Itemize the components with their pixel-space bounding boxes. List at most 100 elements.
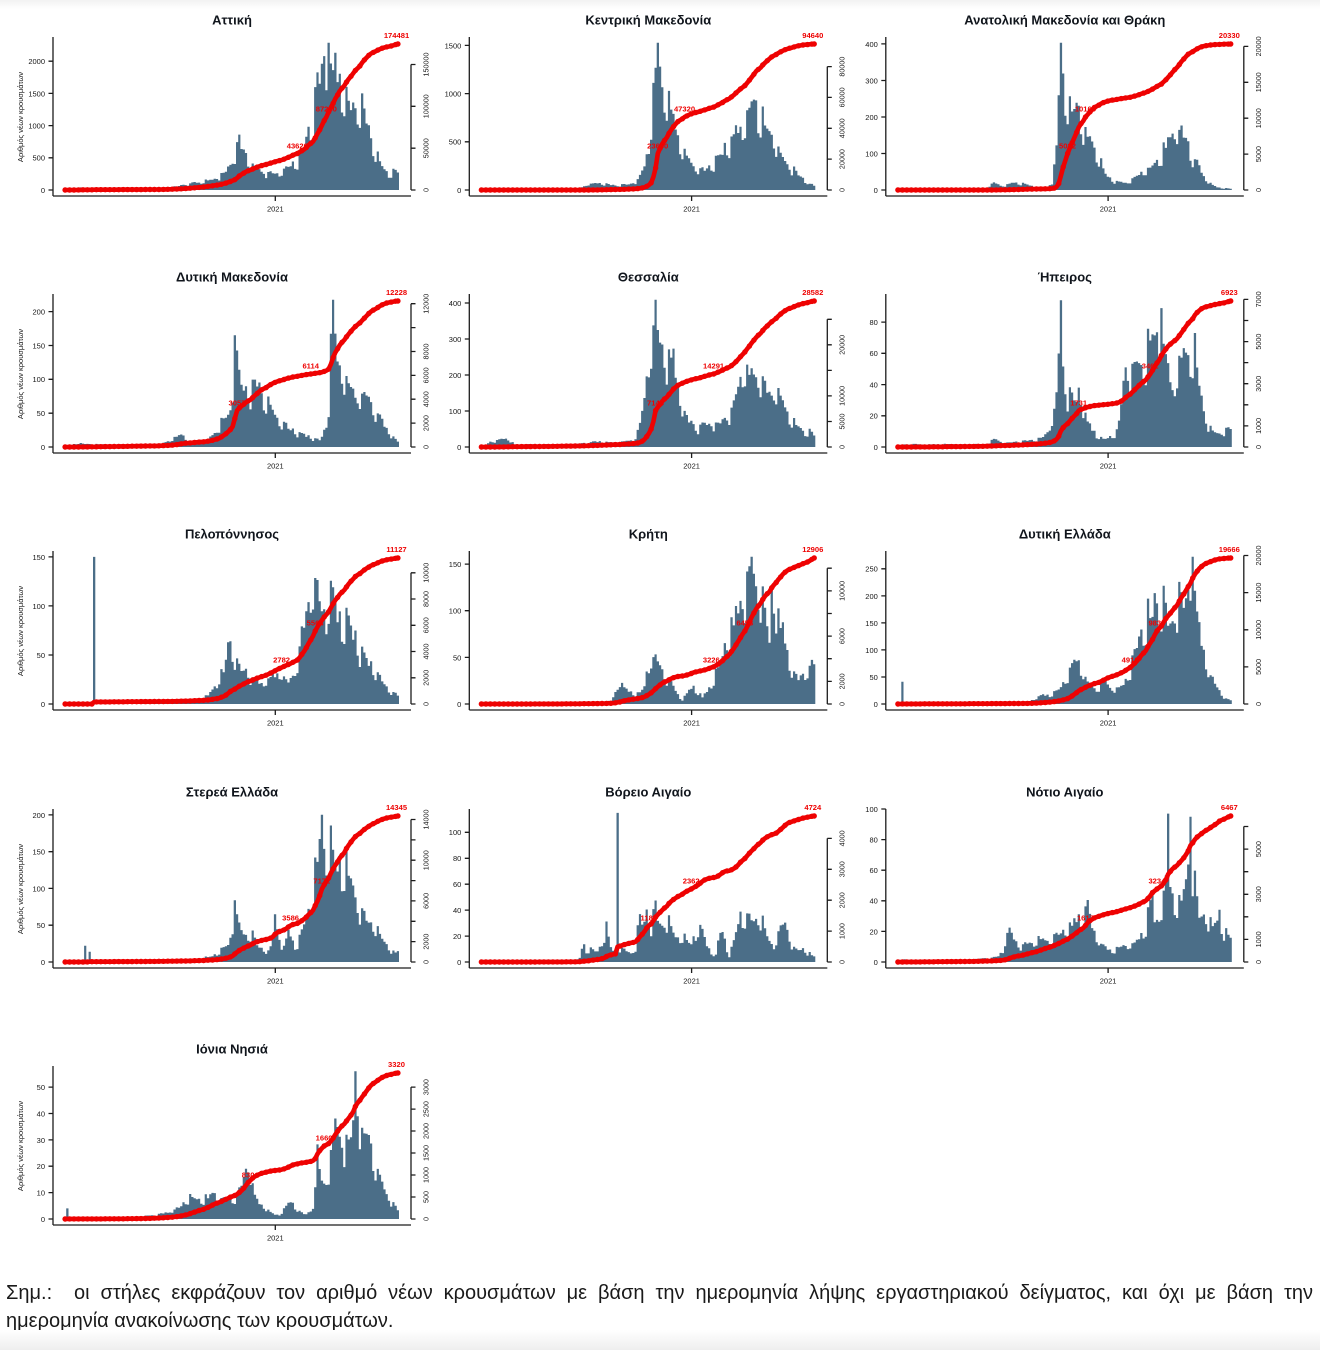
- svg-text:Αριθμός νέων κρουσμάτων: Αριθμός νέων κρουσμάτων: [16, 1100, 25, 1190]
- svg-text:Κεντρική Μακεδονία: Κεντρική Μακεδονία: [585, 13, 711, 28]
- svg-text:3226: 3226: [703, 656, 720, 665]
- svg-text:3586: 3586: [282, 913, 299, 922]
- svg-text:100: 100: [449, 407, 462, 416]
- svg-text:2021: 2021: [267, 719, 284, 728]
- svg-text:300: 300: [449, 335, 462, 344]
- svg-text:60: 60: [453, 880, 461, 889]
- svg-text:4724: 4724: [804, 803, 822, 812]
- svg-text:10000: 10000: [838, 386, 847, 406]
- svg-text:12906: 12906: [802, 545, 823, 554]
- svg-text:0: 0: [41, 957, 45, 966]
- svg-text:80000: 80000: [838, 57, 847, 77]
- svg-text:15000: 15000: [1254, 72, 1263, 92]
- svg-text:50000: 50000: [421, 138, 430, 158]
- svg-text:2021: 2021: [1100, 205, 1117, 214]
- svg-text:2021: 2021: [683, 976, 700, 985]
- svg-text:0: 0: [457, 700, 461, 709]
- svg-text:0: 0: [874, 186, 878, 195]
- svg-text:2000: 2000: [421, 1123, 430, 1139]
- svg-text:43620: 43620: [287, 142, 308, 151]
- svg-text:4000: 4000: [838, 830, 847, 846]
- svg-text:Ήπειρος: Ήπειρος: [1038, 270, 1092, 285]
- svg-text:0: 0: [874, 443, 878, 452]
- svg-text:50: 50: [37, 409, 45, 418]
- svg-text:80: 80: [869, 835, 877, 844]
- svg-text:6000: 6000: [421, 368, 430, 384]
- svg-text:5000: 5000: [838, 414, 847, 430]
- svg-text:3000: 3000: [1254, 376, 1263, 392]
- svg-text:Δυτική Ελλάδα: Δυτική Ελλάδα: [1019, 527, 1111, 542]
- svg-text:9833: 9833: [1148, 619, 1165, 628]
- svg-text:3000: 3000: [421, 1079, 430, 1095]
- svg-text:2021: 2021: [683, 205, 700, 214]
- svg-text:7172: 7172: [313, 876, 330, 885]
- svg-text:40000: 40000: [838, 118, 847, 138]
- svg-text:80: 80: [453, 854, 461, 863]
- svg-text:2000: 2000: [838, 892, 847, 908]
- svg-text:80: 80: [869, 318, 877, 327]
- svg-text:40: 40: [453, 906, 461, 915]
- svg-text:3234: 3234: [1148, 876, 1166, 885]
- svg-text:0: 0: [838, 960, 847, 964]
- svg-text:10165: 10165: [1075, 105, 1097, 114]
- svg-text:3057: 3057: [229, 399, 246, 408]
- svg-text:6467: 6467: [1221, 803, 1238, 812]
- svg-text:Αριθμός νέων κρουσμάτων: Αριθμός νέων κρουσμάτων: [16, 843, 25, 933]
- svg-text:87240: 87240: [316, 105, 337, 114]
- svg-text:1000: 1000: [28, 122, 45, 131]
- svg-text:14291: 14291: [703, 362, 725, 371]
- svg-text:Ανατολική Μακεδονία και Θράκη: Ανατολική Μακεδονία και Θράκη: [964, 13, 1165, 28]
- svg-text:150: 150: [865, 619, 878, 628]
- svg-text:0: 0: [41, 1215, 45, 1224]
- svg-text:1000: 1000: [1254, 931, 1263, 947]
- svg-text:20000: 20000: [1254, 36, 1263, 56]
- svg-text:100: 100: [32, 884, 45, 893]
- svg-text:14000: 14000: [421, 809, 430, 829]
- svg-text:2021: 2021: [267, 1233, 284, 1242]
- svg-text:20330: 20330: [1219, 31, 1240, 40]
- svg-text:2021: 2021: [683, 462, 700, 471]
- svg-text:60: 60: [869, 866, 877, 875]
- svg-text:6453: 6453: [736, 619, 753, 628]
- svg-text:0: 0: [838, 445, 847, 449]
- svg-text:100: 100: [32, 602, 45, 611]
- svg-text:2000: 2000: [421, 670, 430, 686]
- svg-text:Αριθμός νέων κρουσμάτων: Αριθμός νέων κρουσμάτων: [16, 329, 25, 419]
- svg-text:0: 0: [838, 188, 847, 192]
- svg-text:1617: 1617: [1077, 913, 1094, 922]
- svg-text:10000: 10000: [1254, 620, 1263, 640]
- svg-text:5000: 5000: [1254, 334, 1263, 350]
- svg-text:4000: 4000: [421, 644, 430, 660]
- svg-text:150: 150: [32, 847, 45, 856]
- svg-text:3462: 3462: [1142, 362, 1159, 371]
- svg-text:50: 50: [37, 651, 45, 660]
- svg-text:200: 200: [32, 308, 45, 317]
- svg-text:28582: 28582: [802, 288, 823, 297]
- svg-text:40: 40: [869, 381, 877, 390]
- svg-text:10000: 10000: [1254, 108, 1263, 128]
- svg-text:20000: 20000: [1254, 546, 1263, 566]
- svg-text:11127: 11127: [386, 545, 406, 554]
- svg-text:10000: 10000: [838, 581, 847, 601]
- svg-text:1000: 1000: [421, 1167, 430, 1183]
- svg-text:Νότιο Αιγαίο: Νότιο Αιγαίο: [1026, 784, 1103, 799]
- svg-text:0: 0: [41, 700, 45, 709]
- svg-text:4000: 4000: [421, 391, 430, 407]
- svg-text:250: 250: [865, 565, 878, 574]
- svg-text:Δυτική Μακεδονία: Δυτική Μακεδονία: [176, 270, 288, 285]
- svg-text:0: 0: [421, 445, 430, 449]
- svg-text:2021: 2021: [267, 205, 284, 214]
- svg-text:30: 30: [37, 1136, 45, 1145]
- svg-text:100: 100: [449, 828, 462, 837]
- svg-text:0: 0: [41, 186, 45, 195]
- svg-text:0: 0: [874, 700, 878, 709]
- svg-text:0: 0: [421, 1217, 430, 1221]
- svg-text:150: 150: [449, 560, 462, 569]
- svg-text:150000: 150000: [421, 53, 430, 77]
- svg-text:2021: 2021: [267, 976, 284, 985]
- svg-text:Βόρειο Αιγαίο: Βόρειο Αιγαίο: [605, 784, 691, 799]
- svg-text:500: 500: [421, 1191, 430, 1203]
- svg-text:100: 100: [32, 375, 45, 384]
- svg-text:1000: 1000: [1254, 418, 1263, 434]
- svg-text:20: 20: [869, 412, 877, 421]
